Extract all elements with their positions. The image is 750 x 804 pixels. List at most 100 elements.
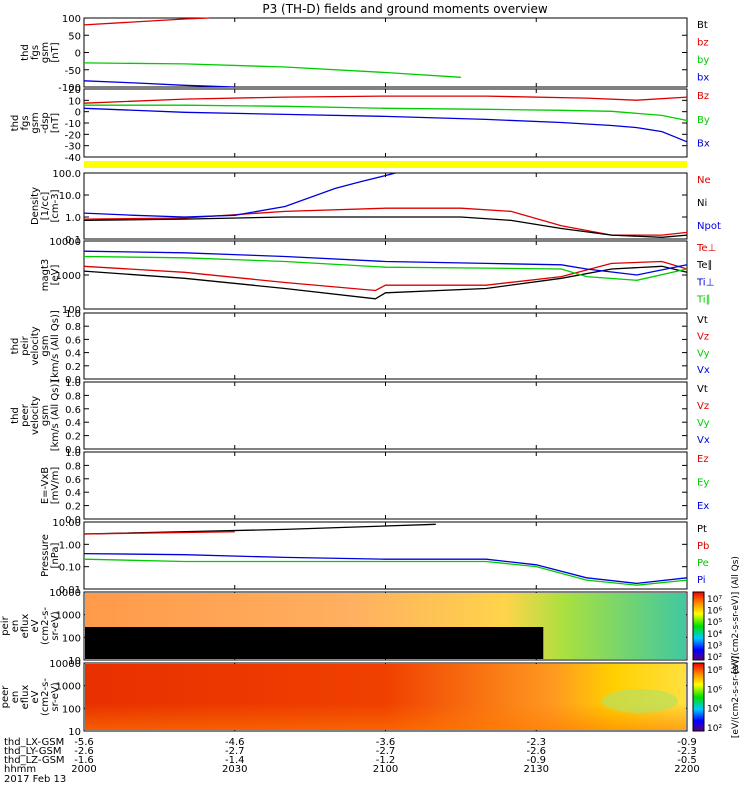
p3-ylabel: [1/cc] (40, 192, 51, 221)
p10-ylabel: eV (30, 690, 41, 703)
p2-legend: By (697, 115, 710, 126)
p3-series-Npot (83, 172, 396, 218)
p9-ylabel: thd (0, 618, 1, 635)
colorbar-tick: 10⁶ (707, 685, 722, 695)
time-axis-value: -2.6 (526, 746, 546, 757)
p4-ylabel: [eV] (50, 265, 61, 286)
plot-title: P3 (TH-D) fields and ground moments over… (262, 2, 547, 16)
colorbar-tick: 10⁶ (707, 607, 722, 617)
time-axis-value: -2.3 (526, 737, 546, 748)
date-label: 2017 Feb 13 (4, 774, 66, 785)
p8-series-Pe (83, 558, 688, 586)
p9-ylabel: sr-eV) (50, 611, 61, 640)
colorbar-tick: 10⁵ (707, 618, 722, 628)
colorbar-tick: 10² (707, 724, 722, 734)
p9-ylabel: en (10, 620, 21, 633)
p3-series-Ni (83, 216, 688, 238)
colorbar-tick: 10⁴ (707, 630, 722, 640)
p2-ylabel: fgs (20, 115, 31, 130)
time-axis-value: -1.4 (225, 755, 245, 766)
time-axis-label: thd_LZ-GSM (4, 755, 65, 766)
time-axis-value: -2.6 (74, 746, 94, 757)
p10-ytick-label: 10 (68, 727, 81, 738)
p5-ytick-label: 0.2 (65, 362, 81, 373)
p2-ytick-label: -30 (65, 142, 81, 153)
p8-legend: Pi (697, 575, 706, 586)
p2-ytick-label: 20 (68, 85, 81, 96)
time-axis-value: -2.7 (225, 746, 245, 757)
p7-ytick-label: 0.4 (65, 488, 81, 499)
p1-legend: by (697, 55, 709, 66)
p6-legend: Vt (697, 384, 708, 395)
p7-ytick-label: 1.0 (65, 448, 81, 459)
time-axis-value: 2000 (71, 764, 96, 775)
p2-ytick-label: -20 (65, 130, 81, 141)
p2-ylabel: thd (10, 115, 21, 132)
p5-frame (83, 312, 688, 380)
p4-legend: Ti∥ (696, 295, 711, 306)
p3-ytick-label: 1.0 (65, 213, 81, 224)
p7-ylabel: E=-VxB (40, 467, 51, 504)
time-axis-value: 2200 (674, 764, 699, 775)
colorbar-0 (692, 591, 705, 661)
p6-ytick-label: 0.2 (65, 432, 81, 443)
p8-ytick-label: 1.00 (59, 540, 81, 551)
p1-ylabel: [nT] (50, 42, 61, 62)
electron-spectrogram-low (85, 703, 686, 730)
p7-ytick-label: 0.6 (65, 475, 81, 486)
p6-ytick-label: 0.0 (65, 445, 81, 456)
time-axis-label: thd_LY-GSM (4, 746, 61, 757)
p2-ylabel: gsm (30, 112, 41, 133)
p4-frame (83, 240, 688, 310)
p4-series-Te⊥ (83, 260, 688, 292)
time-axis-value: -0.5 (677, 755, 697, 766)
p2-ytick-label: 10 (68, 96, 81, 107)
p3-legend: Ne (697, 175, 711, 186)
p5-ylabel: thd (10, 338, 21, 355)
p2-ytick-label: 0 (75, 108, 81, 119)
p6-legend: Vy (697, 418, 710, 429)
time-axis-value: -3.6 (376, 737, 396, 748)
p4-ylabel: magt3 (40, 259, 51, 292)
time-axis-value: -2.7 (376, 746, 396, 757)
p9-ytick-label: 100 (62, 633, 81, 644)
p1-ytick-label: 100 (62, 14, 81, 25)
p7-ytick-label: 0.8 (65, 461, 81, 472)
p7-legend: Ey (697, 477, 709, 488)
time-axis-label: thd_LX-GSM (4, 737, 64, 748)
p3-legend: Ni (697, 198, 707, 209)
p10-ytick-label: 10000 (49, 659, 81, 670)
time-axis-value: 2130 (524, 764, 549, 775)
p3-ytick-label: 100.0 (52, 169, 81, 180)
p1-legend: bx (697, 73, 709, 84)
p5-legend: Vz (697, 332, 709, 343)
status-bar (84, 161, 687, 168)
p5-ylabel: peir (20, 335, 31, 355)
p6-legend: Vx (697, 435, 710, 446)
time-axis-value: -2.3 (677, 746, 697, 757)
p1-ylabel: gsm (40, 42, 51, 63)
p2-series-Bz (83, 95, 688, 104)
p8-legend: Pe (697, 558, 709, 569)
p1-ytick-label: 50 (68, 31, 81, 42)
p10-ylabel: en (10, 691, 21, 704)
p5-ytick-label: 0.4 (65, 349, 81, 360)
p4-ytick-label: 1000 (56, 271, 81, 282)
p10-ylabel: (cm2-s- (40, 678, 51, 716)
p3-ylabel: Density (30, 187, 41, 225)
p1-series-bx (83, 80, 235, 88)
p5-ylabel: [km/s (All Qs)] (50, 310, 61, 382)
colorbar-label-electron: [eV/(cm2-s-sr-eV)] (731, 656, 741, 738)
p3-frame (83, 172, 688, 240)
time-axis-value: -5.6 (74, 737, 94, 748)
p10-ylabel: sr-eV) (50, 682, 61, 711)
p9-ylabel: peir (0, 615, 11, 635)
p8-ylabel: Pressure (40, 534, 51, 577)
p9-ylabel: eflux (20, 614, 31, 639)
p10-ytick-label: 100 (62, 704, 81, 715)
p6-ytick-label: 0.4 (65, 418, 81, 429)
p1-ytick-label: 0 (75, 49, 81, 60)
p10-ytick-label: 1000 (56, 682, 81, 693)
p8-series-Pi (83, 552, 688, 585)
